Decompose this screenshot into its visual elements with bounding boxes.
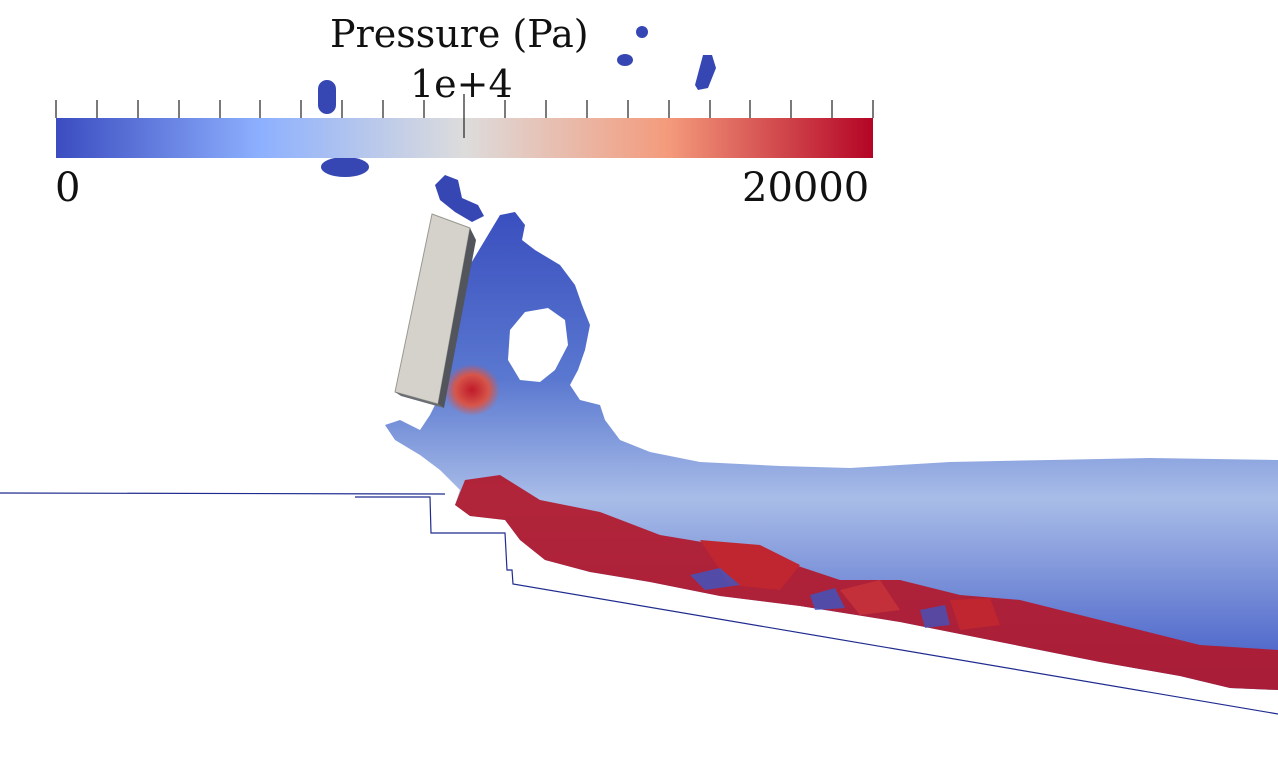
spray-droplets — [318, 26, 716, 222]
colorbar — [55, 94, 874, 158]
rigid-block — [394, 213, 476, 408]
colorbar-max-label: 20000 — [742, 165, 870, 211]
colorbar-min-label: 0 — [55, 165, 81, 211]
colorbar-title: Pressure (Pa) — [330, 12, 589, 56]
channel-boundary — [0, 492, 1278, 715]
colorbar-mid-label: 1e+4 — [410, 62, 513, 106]
fluid-domain — [385, 212, 1278, 690]
